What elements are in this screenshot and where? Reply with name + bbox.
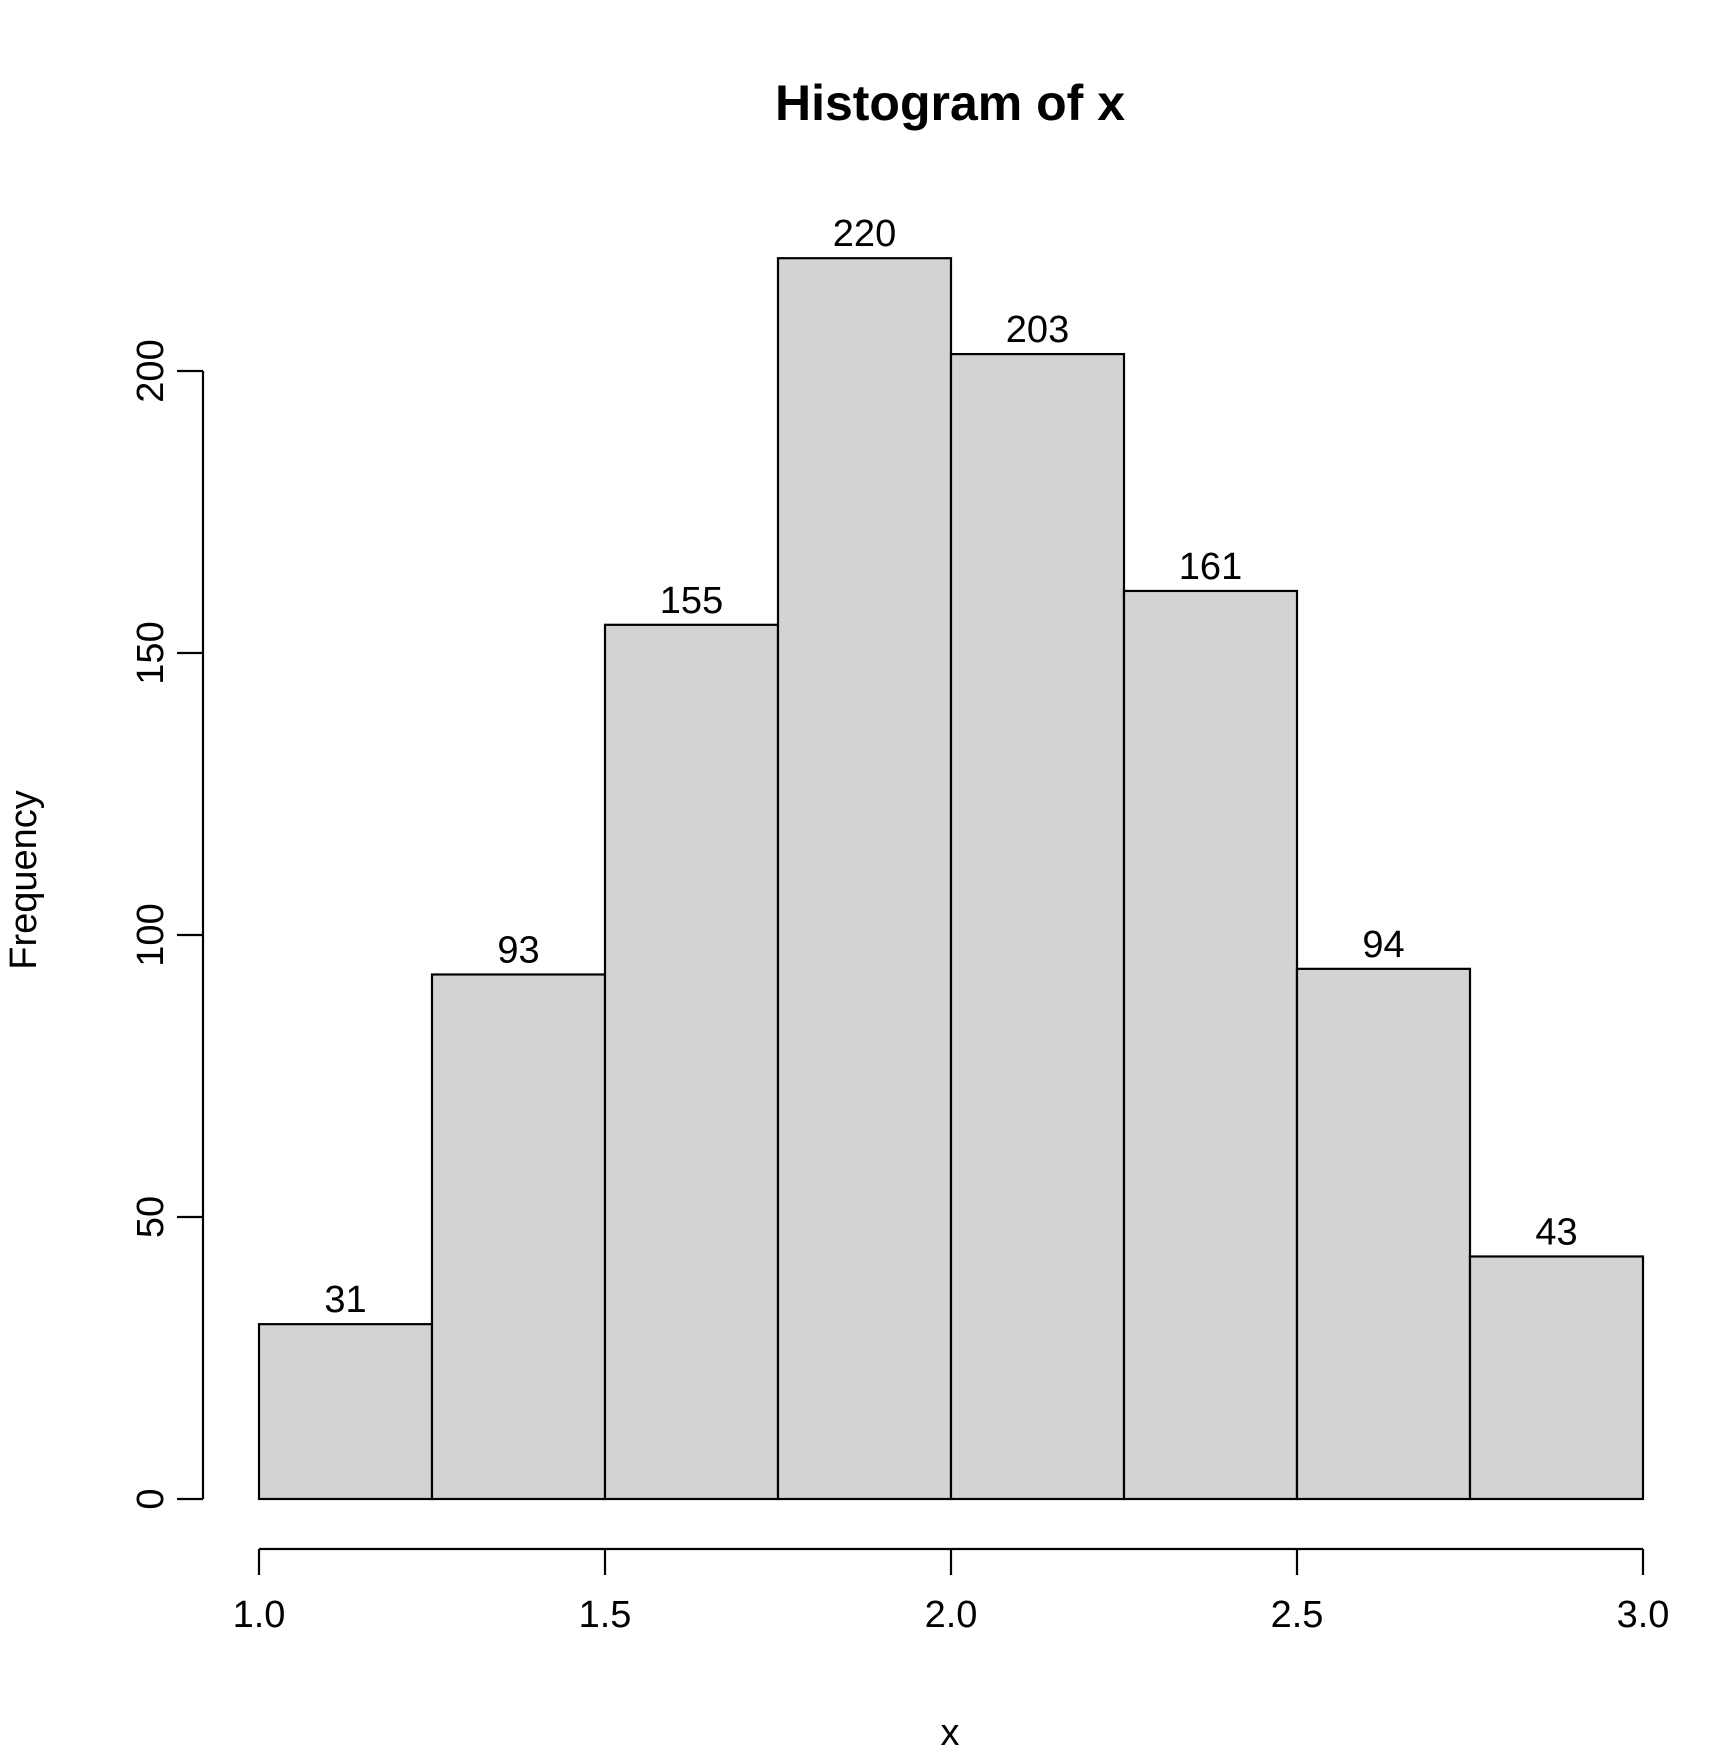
y-axis: 0 50 100 150 200 (130, 339, 205, 1510)
x-tick-label-2.0: 2.0 (925, 1594, 978, 1636)
histogram-bar-6 (1122, 589, 1299, 1501)
x-tick-label-2.5: 2.5 (1271, 1594, 1324, 1636)
y-tick-label-0: 0 (130, 1488, 172, 1509)
bar-value-label-7: 94 (1362, 924, 1404, 966)
histogram-bar-3 (603, 623, 780, 1501)
histogram-bar-5 (949, 352, 1126, 1501)
bar-value-label-4: 220 (833, 213, 896, 255)
bar-value-label-8: 43 (1535, 1211, 1577, 1253)
bar-value-label-6: 161 (1179, 546, 1242, 588)
histogram-bar-2 (430, 973, 607, 1501)
x-axis-label: x (941, 1712, 960, 1754)
histogram-bar-1 (257, 1323, 434, 1501)
histogram-bar-7 (1295, 967, 1472, 1501)
x-axis: 1.0 1.5 2.0 2.5 3.0 (233, 1547, 1670, 1636)
bars-group (257, 257, 1645, 1501)
y-axis-label: Frequency (3, 790, 45, 970)
x-tick-label-3.0: 3.0 (1617, 1594, 1670, 1636)
histogram-bar-8 (1468, 1255, 1645, 1501)
bar-value-label-2: 93 (497, 929, 539, 971)
y-tick-label-100: 100 (130, 903, 172, 966)
bar-value-label-3: 155 (660, 580, 723, 622)
y-tick-label-200: 200 (130, 339, 172, 402)
y-tick-label-150: 150 (130, 621, 172, 684)
chart-title: Histogram of x (775, 75, 1125, 131)
histogram-bar-4 (776, 257, 953, 1501)
bar-value-label-5: 203 (1006, 309, 1069, 351)
bar-labels-group: 31 93 155 220 203 161 94 43 (324, 213, 1577, 1321)
y-tick-label-50: 50 (130, 1196, 172, 1238)
x-tick-label-1.5: 1.5 (579, 1594, 632, 1636)
x-tick-label-1.0: 1.0 (233, 1594, 286, 1636)
bar-value-label-1: 31 (324, 1279, 366, 1321)
